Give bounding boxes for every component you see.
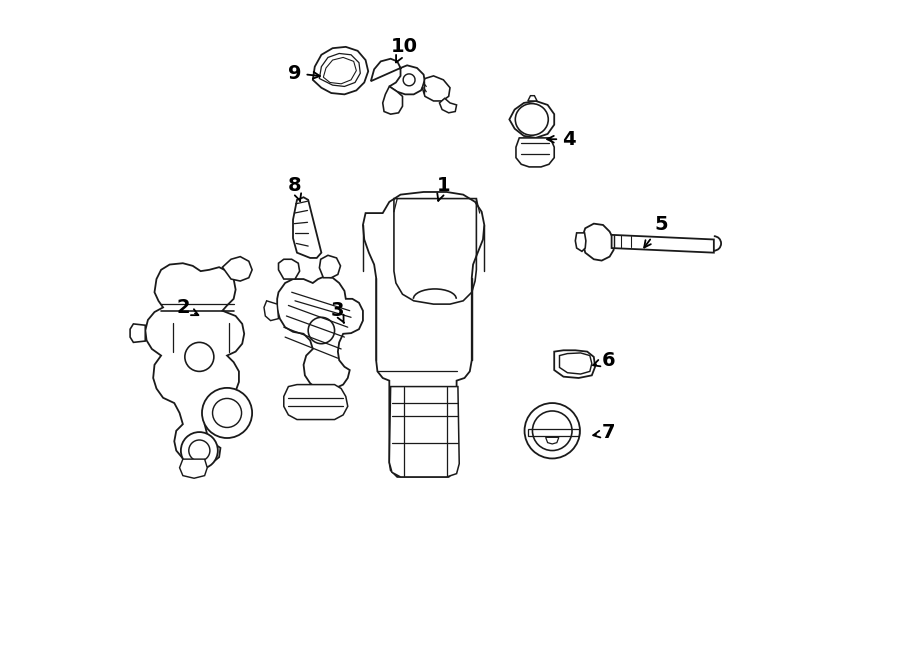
Polygon shape <box>371 59 425 95</box>
Polygon shape <box>145 263 244 465</box>
Text: 5: 5 <box>644 215 668 247</box>
Circle shape <box>184 342 214 371</box>
Polygon shape <box>264 301 278 321</box>
Polygon shape <box>278 259 300 279</box>
Polygon shape <box>320 255 340 278</box>
Text: 8: 8 <box>288 176 302 201</box>
Text: 9: 9 <box>288 63 320 83</box>
Circle shape <box>533 411 572 451</box>
Polygon shape <box>554 350 595 378</box>
Polygon shape <box>363 192 484 477</box>
Polygon shape <box>277 276 363 390</box>
Text: 4: 4 <box>547 130 575 149</box>
Circle shape <box>525 403 580 459</box>
Text: 7: 7 <box>593 423 615 442</box>
Polygon shape <box>509 101 554 138</box>
Polygon shape <box>422 76 450 101</box>
Circle shape <box>212 399 241 428</box>
Polygon shape <box>545 438 559 444</box>
Polygon shape <box>222 256 252 281</box>
Polygon shape <box>180 459 207 479</box>
Text: 3: 3 <box>331 301 345 323</box>
Polygon shape <box>390 387 459 477</box>
Polygon shape <box>284 385 347 420</box>
Text: 2: 2 <box>176 298 198 317</box>
Polygon shape <box>527 96 537 101</box>
Polygon shape <box>575 233 586 251</box>
Polygon shape <box>439 98 456 113</box>
Polygon shape <box>516 138 554 167</box>
Text: 6: 6 <box>593 351 615 369</box>
Text: 1: 1 <box>436 176 450 201</box>
Polygon shape <box>382 87 402 114</box>
Circle shape <box>202 388 252 438</box>
Polygon shape <box>130 324 145 342</box>
Circle shape <box>308 317 335 344</box>
Polygon shape <box>313 47 368 95</box>
Circle shape <box>189 440 210 461</box>
Polygon shape <box>293 197 321 258</box>
Polygon shape <box>612 235 714 253</box>
Circle shape <box>181 432 218 469</box>
Text: 10: 10 <box>391 38 418 63</box>
Polygon shape <box>582 223 614 260</box>
